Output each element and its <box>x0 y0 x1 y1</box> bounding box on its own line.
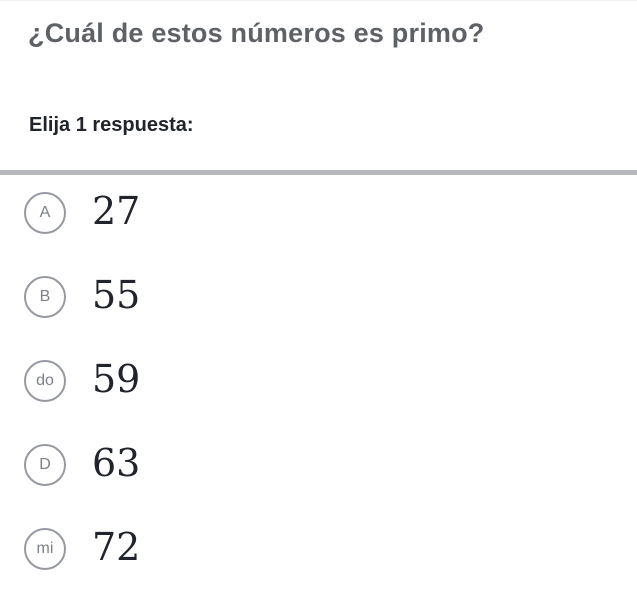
divider <box>0 170 637 175</box>
choice-a-value: 27 <box>92 189 141 233</box>
choice-e-value: 72 <box>92 525 141 569</box>
choice-c-value: 59 <box>92 357 141 401</box>
choice-row-d[interactable]: D 63 <box>24 444 637 486</box>
choice-row-a[interactable]: A 27 <box>24 192 637 234</box>
choice-row-e[interactable]: mi 72 <box>24 528 637 570</box>
choice-b-radio-bubble[interactable]: B <box>24 276 66 318</box>
choice-d-letter: D <box>39 456 51 473</box>
choice-b-letter: B <box>39 288 51 305</box>
choice-row-c[interactable]: do 59 <box>24 360 637 402</box>
choice-a-letter: A <box>39 204 51 221</box>
choice-row-b[interactable]: B 55 <box>24 276 637 318</box>
choices-list: A 27 B 55 do 59 D 63 mi 72 <box>0 175 637 570</box>
answer-prompt: Elija 1 respuesta: <box>29 114 194 136</box>
choice-c-radio-bubble[interactable]: do <box>24 360 66 402</box>
choice-c-letter: do <box>36 372 54 389</box>
choice-d-radio-bubble[interactable]: D <box>24 444 66 486</box>
choice-e-radio-bubble[interactable]: mi <box>24 528 66 570</box>
choice-a-radio-bubble[interactable]: A <box>24 192 66 234</box>
choice-e-letter: mi <box>36 540 54 557</box>
choice-b-value: 55 <box>92 273 141 317</box>
question-title: ¿Cuál de estos números es primo? <box>28 18 485 48</box>
choice-d-value: 63 <box>92 441 141 485</box>
